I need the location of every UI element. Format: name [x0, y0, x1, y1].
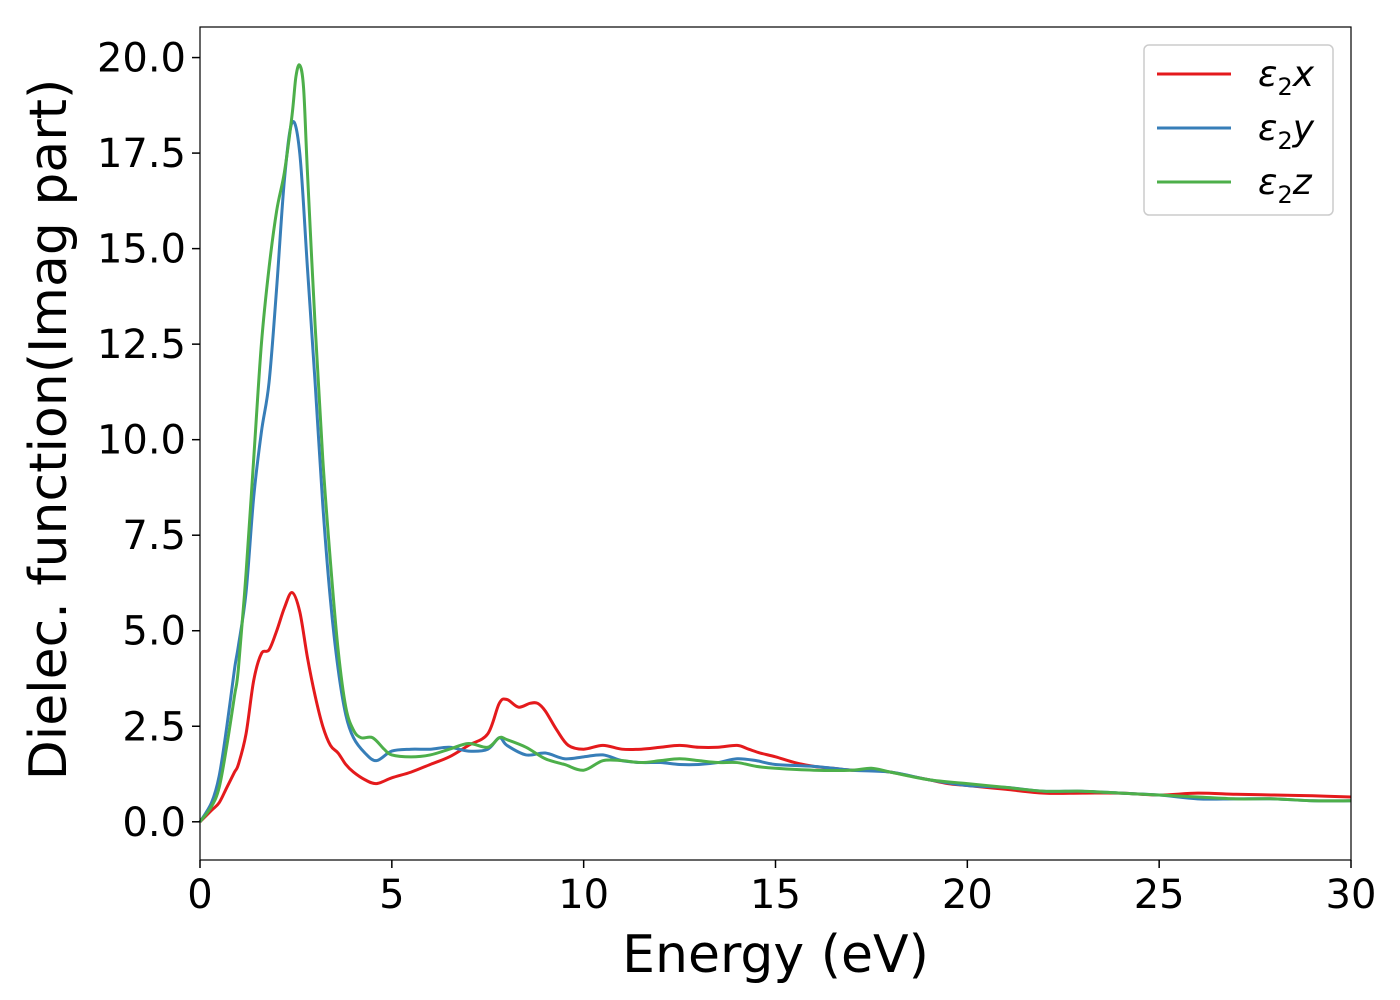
legend-label-y: ε2y — [1258, 108, 1315, 155]
x-tick-label: 15 — [750, 872, 801, 918]
legend-label-x: ε2x — [1258, 54, 1315, 101]
y-tick-label: 15.0 — [97, 227, 186, 273]
x-axis-ticks: 0 5 10 15 20 25 30 — [187, 860, 1376, 918]
y-axis-ticks: 0.0 2.5 5.0 7.5 10.0 12.5 15.0 17.5 20.0 — [97, 36, 200, 846]
x-tick-label: 10 — [558, 872, 609, 918]
y-tick-label: 2.5 — [122, 704, 186, 750]
legend: ε2x ε2y ε2z — [1143, 44, 1334, 216]
y-tick-label: 12.5 — [97, 322, 186, 368]
x-tick-label: 0 — [187, 872, 212, 918]
y-axis-label: Dielec. function(Imag part) — [19, 79, 79, 781]
x-axis-label: Energy (eV) — [622, 925, 929, 985]
y-tick-label: 20.0 — [97, 36, 186, 82]
x-tick-label: 5 — [379, 872, 404, 918]
series-layer — [198, 63, 1352, 823]
legend-box — [1143, 44, 1334, 216]
y-tick-label: 0.0 — [122, 800, 186, 846]
y-tick-label: 10.0 — [97, 418, 186, 464]
x-tick-label: 20 — [942, 872, 993, 918]
y-tick-label: 17.5 — [97, 131, 186, 177]
x-tick-label: 25 — [1134, 872, 1185, 918]
y-tick-label: 5.0 — [122, 609, 186, 655]
series-line-z — [198, 63, 1352, 823]
legend-label-z: ε2z — [1258, 162, 1313, 209]
y-tick-label: 7.5 — [122, 513, 186, 559]
x-tick-label: 30 — [1326, 872, 1377, 918]
